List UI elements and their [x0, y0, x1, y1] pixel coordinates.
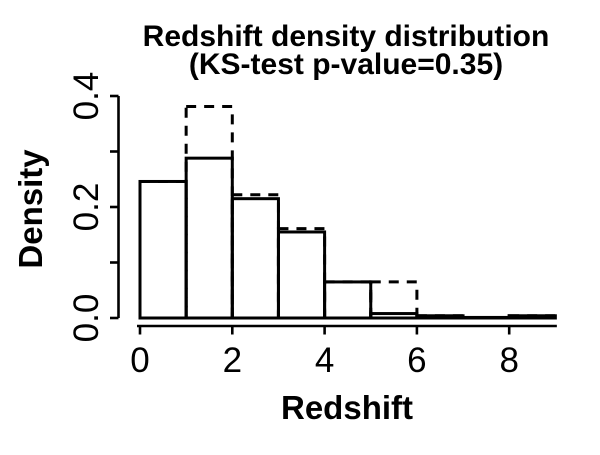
dashed-histogram-bar: [461, 315, 511, 320]
chart-title-line2: (KS-test p-value=0.35): [189, 48, 503, 81]
y-tick-label: 0.4: [67, 72, 106, 121]
chart-title-line1: Redshift density distribution: [143, 20, 550, 53]
solid-histogram-bar: [323, 280, 373, 320]
y-axis-label: Density: [12, 149, 49, 269]
dashed-histogram-bar: [276, 227, 327, 320]
dashed-histogram-bar: [415, 314, 465, 320]
solid-histogram-bar: [184, 156, 234, 320]
y-tick-label: 0.0: [67, 294, 106, 343]
dashed-histogram-bar: [184, 105, 234, 320]
y-tick-label: 0.2: [67, 183, 106, 232]
dashed-histogram-bar: [323, 280, 373, 320]
x-axis-label: Redshift: [281, 389, 413, 426]
dashed-histogram-bar: [369, 280, 419, 320]
dashed-histogram-bar: [230, 193, 280, 320]
x-tick-label: 8: [499, 341, 518, 380]
solid-histogram-bar: [369, 312, 419, 320]
x-tick-label: 4: [315, 341, 334, 380]
solid-histogram-bar: [138, 179, 188, 320]
plot-area: 0.0 0.2 0.4 0 2 4 6 8: [67, 72, 557, 380]
x-tick-label: 6: [407, 341, 426, 380]
dashed-histogram-bar: [138, 179, 188, 320]
solid-histogram-bar: [276, 230, 327, 320]
x-tick-label: 2: [223, 341, 242, 380]
x-tick-label: 0: [130, 341, 149, 380]
dashed-histogram-bar: [507, 314, 557, 320]
solid-histogram-bar: [230, 197, 280, 320]
